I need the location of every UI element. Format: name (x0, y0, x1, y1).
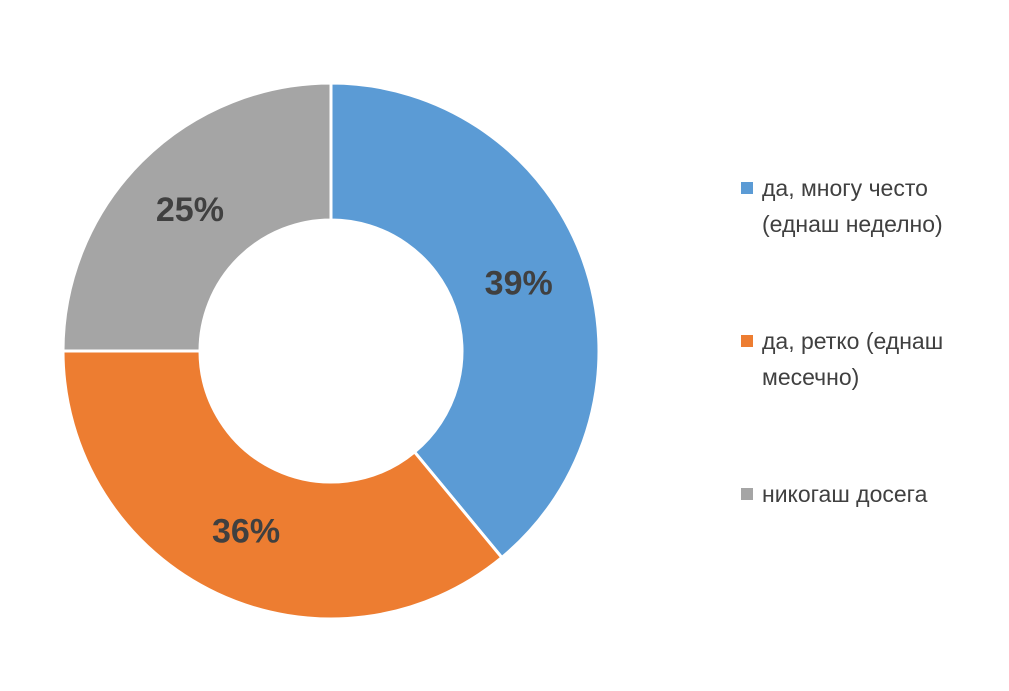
legend-item-rarely: да, ретко (еднаш месечно) (741, 323, 1006, 395)
donut-slice-rarely (61, 349, 504, 621)
donut-slice-never (61, 81, 333, 353)
slice-label-rarely: 36% (212, 513, 280, 551)
slice-label-often: 39% (485, 264, 553, 302)
legend-label-often: да, многу често (еднаш неделно) (762, 175, 943, 237)
legend-item-never: никогаш досега (741, 476, 1006, 512)
legend-item-often: да, многу често (еднаш неделно) (741, 170, 1006, 242)
legend-swatch-often (741, 182, 753, 194)
donut-slice-often (329, 81, 601, 560)
legend-swatch-never (741, 488, 753, 500)
legend-label-rarely: да, ретко (еднаш месечно) (762, 328, 944, 390)
legend-label-never: никогаш досега (762, 481, 928, 507)
legend-swatch-rarely (741, 335, 753, 347)
slice-label-never: 25% (156, 191, 224, 229)
